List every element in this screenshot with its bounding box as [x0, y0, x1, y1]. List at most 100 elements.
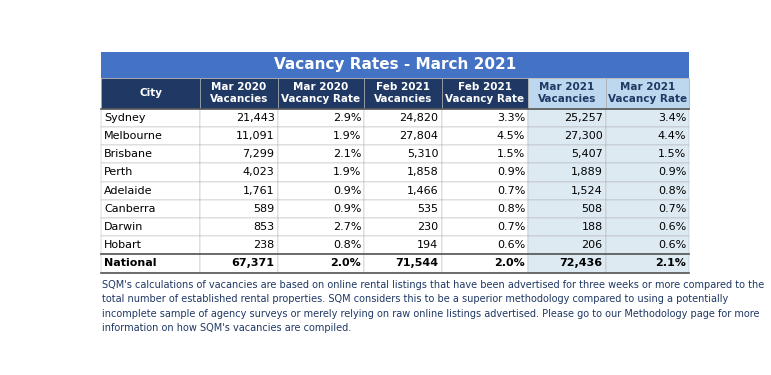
Bar	[101, 109, 200, 127]
Text: City: City	[140, 88, 162, 98]
Text: 27,804: 27,804	[399, 131, 439, 141]
Bar	[364, 218, 442, 236]
Text: 0.8%: 0.8%	[333, 240, 361, 250]
Bar	[364, 236, 442, 254]
Bar	[605, 109, 689, 127]
Text: 0.9%: 0.9%	[333, 186, 361, 196]
Bar	[364, 127, 442, 145]
Bar	[101, 78, 200, 109]
Text: 0.9%: 0.9%	[658, 168, 686, 177]
Bar	[200, 182, 278, 200]
Bar	[605, 78, 689, 109]
Bar	[605, 164, 689, 182]
Bar	[442, 109, 528, 127]
Bar	[101, 182, 200, 200]
Text: 589: 589	[254, 204, 274, 214]
Text: 2.1%: 2.1%	[655, 258, 686, 268]
Text: 2.1%: 2.1%	[333, 149, 361, 159]
Text: 1,524: 1,524	[571, 186, 603, 196]
Bar	[528, 78, 605, 109]
Text: Perth: Perth	[104, 168, 133, 177]
Text: 11,091: 11,091	[236, 131, 274, 141]
Text: 5,310: 5,310	[407, 149, 439, 159]
Text: 72,436: 72,436	[560, 258, 603, 268]
Text: 4,023: 4,023	[243, 168, 274, 177]
Bar	[364, 254, 442, 273]
Text: 1,889: 1,889	[571, 168, 603, 177]
Bar	[200, 78, 278, 109]
Text: Mar 2020
Vacancy Rate: Mar 2020 Vacancy Rate	[281, 82, 360, 104]
Bar	[101, 145, 200, 164]
Bar	[442, 200, 528, 218]
Bar	[364, 182, 442, 200]
Bar	[200, 127, 278, 145]
Text: 0.7%: 0.7%	[658, 204, 686, 214]
Bar	[605, 254, 689, 273]
Bar	[528, 254, 605, 273]
Text: 4.4%: 4.4%	[658, 131, 686, 141]
Text: 853: 853	[254, 222, 274, 232]
Bar	[278, 164, 364, 182]
Text: Vacancy Rates - March 2021: Vacancy Rates - March 2021	[274, 57, 517, 72]
Text: SQM's calculations of vacancies are based on online rental listings that have be: SQM's calculations of vacancies are base…	[103, 280, 765, 333]
Text: Mar 2021
Vacancies: Mar 2021 Vacancies	[537, 82, 596, 104]
Text: 0.7%: 0.7%	[497, 222, 525, 232]
Bar	[605, 127, 689, 145]
Bar	[278, 127, 364, 145]
Bar	[528, 127, 605, 145]
Text: 25,257: 25,257	[564, 113, 603, 123]
Bar	[528, 164, 605, 182]
Bar	[101, 236, 200, 254]
Text: 0.6%: 0.6%	[658, 240, 686, 250]
Bar	[442, 127, 528, 145]
Text: 1,466: 1,466	[407, 186, 439, 196]
Text: Mar 2021
Vacancy Rate: Mar 2021 Vacancy Rate	[608, 82, 687, 104]
Text: 0.8%: 0.8%	[497, 204, 525, 214]
Text: 2.7%: 2.7%	[333, 222, 361, 232]
Bar	[200, 145, 278, 164]
Bar	[442, 164, 528, 182]
Bar	[364, 164, 442, 182]
Text: 3.4%: 3.4%	[658, 113, 686, 123]
Bar	[101, 254, 200, 273]
Text: 0.9%: 0.9%	[497, 168, 525, 177]
Text: 230: 230	[417, 222, 439, 232]
Bar	[364, 145, 442, 164]
Text: Sydney: Sydney	[104, 113, 146, 123]
Text: 67,371: 67,371	[231, 258, 274, 268]
Bar	[101, 200, 200, 218]
Bar	[442, 78, 528, 109]
Text: 1.9%: 1.9%	[333, 131, 361, 141]
Bar	[528, 218, 605, 236]
Text: 238: 238	[254, 240, 274, 250]
Text: 1.5%: 1.5%	[497, 149, 525, 159]
Text: 535: 535	[418, 204, 439, 214]
Text: Adelaide: Adelaide	[104, 186, 153, 196]
Bar	[605, 218, 689, 236]
Text: 0.8%: 0.8%	[658, 186, 686, 196]
Bar	[278, 254, 364, 273]
Text: Hobart: Hobart	[104, 240, 142, 250]
Bar	[364, 200, 442, 218]
Text: 27,300: 27,300	[564, 131, 603, 141]
Bar	[101, 218, 200, 236]
Bar	[200, 236, 278, 254]
Text: 0.6%: 0.6%	[658, 222, 686, 232]
Text: Feb 2021
Vacancies: Feb 2021 Vacancies	[374, 82, 432, 104]
Bar	[101, 127, 200, 145]
Bar	[278, 109, 364, 127]
Text: 1,761: 1,761	[243, 186, 274, 196]
Bar	[278, 182, 364, 200]
Bar	[278, 145, 364, 164]
Text: 3.3%: 3.3%	[497, 113, 525, 123]
Bar	[605, 145, 689, 164]
Bar	[278, 218, 364, 236]
Bar	[442, 218, 528, 236]
Text: 2.9%: 2.9%	[333, 113, 361, 123]
Text: 21,443: 21,443	[236, 113, 274, 123]
Text: 4.5%: 4.5%	[497, 131, 525, 141]
Bar	[101, 164, 200, 182]
Bar	[200, 254, 278, 273]
Bar	[442, 182, 528, 200]
Text: 188: 188	[581, 222, 603, 232]
